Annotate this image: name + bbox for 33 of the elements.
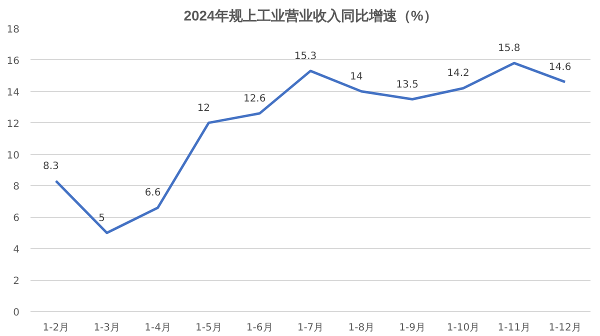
data-label: 14 bbox=[350, 71, 363, 82]
y-tick-label: 12 bbox=[6, 118, 20, 130]
y-tick-label: 16 bbox=[6, 56, 20, 67]
x-tick-label: 1-12月 bbox=[548, 322, 582, 334]
x-tick-label: 1-8月 bbox=[348, 322, 375, 334]
data-label: 14.2 bbox=[447, 68, 470, 80]
x-tick-label: 1-5月 bbox=[196, 322, 222, 334]
x-tick-label: 1-9月 bbox=[399, 322, 426, 334]
y-tick-label: 14 bbox=[6, 87, 20, 98]
y-tick-label: 10 bbox=[6, 150, 20, 162]
chart-title: 2024年规上工业营业收入同比增速（%） bbox=[184, 8, 438, 24]
data-label: 12.6 bbox=[243, 93, 266, 104]
data-label: 14.6 bbox=[548, 62, 572, 73]
y-tick-label: 6 bbox=[13, 213, 20, 224]
x-tick-label: 1-6月 bbox=[246, 322, 273, 334]
x-tick-label: 1-2月 bbox=[42, 322, 70, 334]
y-tick-label: 18 bbox=[6, 24, 20, 36]
x-tick-label: 1-4月 bbox=[144, 322, 171, 334]
data-label: 15.3 bbox=[294, 50, 317, 62]
y-tick-label: 4 bbox=[13, 244, 20, 256]
y-tick-label: 2 bbox=[13, 276, 20, 288]
data-label: 13.5 bbox=[396, 79, 418, 90]
x-tick-label: 1-7月 bbox=[297, 322, 324, 334]
data-label: 5 bbox=[98, 212, 106, 224]
y-tick-label: 0 bbox=[13, 308, 20, 318]
data-label: 12 bbox=[197, 102, 210, 114]
data-label: 6.6 bbox=[144, 188, 161, 199]
x-tick-label: 1-3月 bbox=[94, 322, 120, 334]
data-label: 15.8 bbox=[498, 43, 520, 54]
data-label: 8.3 bbox=[43, 161, 59, 172]
x-tick-label: 1-10月 bbox=[446, 322, 480, 334]
x-tick-label: 1-11月 bbox=[498, 322, 530, 334]
y-tick-label: 8 bbox=[13, 182, 20, 193]
